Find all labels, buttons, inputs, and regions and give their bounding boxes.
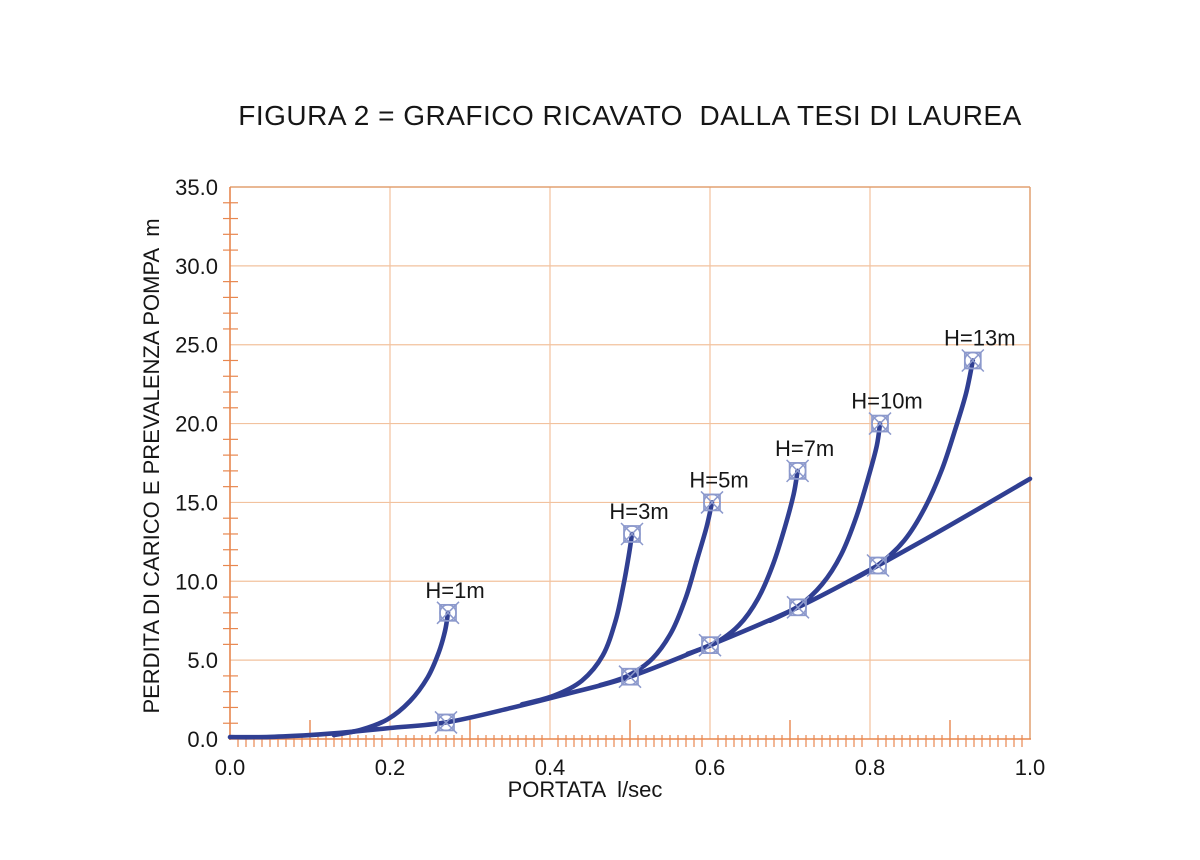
curve-pompa-H1 [331, 610, 451, 738]
x-tick-label: 0.4 [535, 755, 566, 780]
y-tick-label: 15.0 [175, 490, 218, 515]
data-point-marker [786, 595, 810, 619]
chart-title: FIGURA 2 = GRAFICO RICAVATO DALLA TESI D… [238, 100, 1022, 131]
data-point-marker [961, 348, 985, 373]
y-axis-title: PERDITA DI CARICO E PREVALENZA POMPA m [139, 218, 164, 714]
y-tick-label: 20.0 [175, 412, 218, 437]
curve-label: H=3m [609, 499, 668, 524]
curve-label: H=1m [425, 578, 484, 603]
x-tick-label: 0.6 [695, 755, 726, 780]
y-tick-label: 0.0 [187, 727, 218, 752]
y-tick-label: 25.0 [175, 333, 218, 358]
data-point-marker [434, 710, 458, 734]
y-tick-label: 30.0 [175, 254, 218, 279]
y-tick-label: 10.0 [175, 569, 218, 594]
x-tick-label: 0.0 [215, 755, 246, 780]
curve-label: H=7m [775, 436, 834, 461]
data-point-marker [698, 633, 722, 657]
curve-label: H=5m [689, 467, 748, 492]
x-axis-title: PORTATA l/sec [507, 777, 663, 802]
data-point-marker [618, 665, 642, 689]
curve-label: H=13m [944, 325, 1016, 350]
curve-label: H=10m [851, 389, 923, 414]
x-tick-label: 0.8 [855, 755, 886, 780]
x-tick-label: 0.2 [375, 755, 406, 780]
y-tick-label: 35.0 [175, 175, 218, 200]
data-point-marker [436, 601, 460, 625]
data-point-marker [868, 412, 892, 436]
curve-pompa-H3 [519, 531, 635, 707]
data-point-marker [866, 553, 890, 578]
data-point-marker [620, 522, 644, 546]
curve-pompa-H5 [597, 500, 715, 688]
data-point-marker [786, 459, 810, 483]
y-tick-label: 5.0 [187, 648, 218, 673]
x-tick-label: 1.0 [1015, 755, 1046, 780]
data-point-marker [700, 490, 724, 514]
